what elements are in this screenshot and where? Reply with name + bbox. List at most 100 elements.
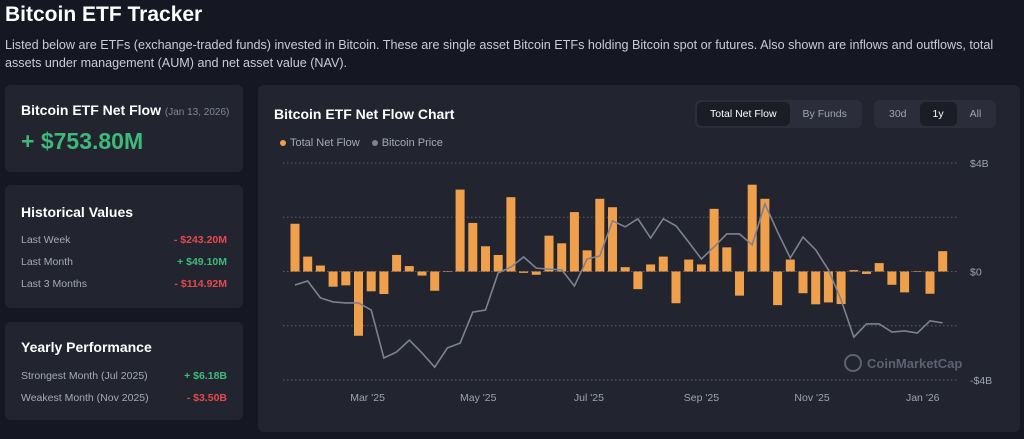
historical-row: Last 3 Months - $114.92M [21, 278, 227, 290]
x-tick-label: May '25 [460, 392, 497, 404]
flow-bar [798, 271, 808, 294]
flow-bar [620, 267, 630, 272]
flow-bar [303, 256, 313, 272]
flow-bar [582, 250, 592, 272]
flow-bar [392, 254, 402, 272]
flow-bar [519, 271, 529, 273]
historical-row: Last Month + $49.10M [21, 256, 227, 268]
flow-bar [900, 271, 910, 293]
legend-item-flow[interactable]: Total Net Flow [280, 137, 360, 149]
flow-bar [531, 271, 541, 275]
flow-bar [379, 271, 389, 295]
flow-bar [684, 259, 694, 272]
x-tick-label: Jul '25 [574, 392, 604, 404]
row-label: Weakest Month (Nov 2025) [21, 392, 149, 404]
x-tick-label: Sep '25 [684, 392, 719, 404]
net-flow-title: Bitcoin ETF Net Flow [21, 102, 161, 118]
x-tick-label: Jan '26 [906, 392, 940, 404]
x-tick-label: Mar '25 [350, 392, 385, 404]
row-label: Last 3 Months [21, 278, 87, 290]
range-toggle: 30d 1y All [874, 100, 997, 128]
row-label: Last Month [21, 256, 73, 268]
flow-bar [785, 259, 795, 272]
row-value: + $6.18B [184, 370, 227, 382]
flow-bar [836, 271, 846, 305]
row-value: + $49.10M [177, 256, 227, 268]
historical-title: Historical Values [21, 204, 134, 220]
legend-label: Bitcoin Price [381, 137, 443, 149]
x-tick-label: Nov '25 [794, 392, 829, 404]
flow-bar [747, 184, 757, 272]
flow-bar [455, 189, 465, 272]
flow-bar [468, 222, 478, 272]
flow-bar [315, 265, 325, 272]
flow-bar [366, 271, 376, 292]
flow-bar [341, 271, 351, 286]
flow-bar [569, 212, 579, 272]
flow-bar [735, 271, 744, 296]
tab-all[interactable]: All [969, 108, 982, 120]
page-description: Listed below are ETFs (exchange-traded f… [5, 38, 994, 70]
tab-total-net-flow[interactable]: Total Net Flow [697, 102, 790, 126]
flow-bar [442, 271, 452, 272]
flow-bar [290, 223, 300, 272]
flow-bar [595, 198, 605, 272]
historical-values-card: Historical Values Last Week - $243.20M La… [5, 185, 243, 308]
flow-bar [925, 271, 935, 294]
price-dot-icon [371, 140, 378, 147]
flow-bar [862, 271, 871, 274]
flow-bar [709, 208, 719, 272]
legend-label: Total Net Flow [290, 137, 360, 149]
tab-by-funds[interactable]: By Funds [802, 108, 847, 120]
row-value: - $243.20M [173, 234, 227, 246]
row-label: Last Week [21, 234, 71, 246]
flow-bar [646, 264, 656, 272]
flow-bar [874, 263, 884, 272]
flow-bar [823, 271, 833, 303]
flow-bar [417, 271, 427, 276]
flow-bar [658, 256, 668, 272]
watermark: CoinMarketCap [867, 356, 962, 371]
flow-bar [773, 271, 783, 306]
net-flow-date: (Jan 13, 2026) [164, 107, 230, 118]
chart-card: Bitcoin ETF Net Flow Chart Total Net Flo… [258, 85, 1020, 432]
row-value: - $114.92M [174, 278, 227, 290]
flow-bar [506, 197, 516, 272]
y-tick-label: -$4B [970, 375, 992, 387]
coinmarketcap-logo-icon [844, 354, 862, 372]
flow-bar [608, 207, 617, 272]
flow-bar [912, 271, 922, 272]
yearly-performance-card: Yearly Performance Strongest Month (Jul … [5, 322, 243, 420]
row-label: Strongest Month (Jul 2025) [21, 370, 148, 382]
flow-bar [938, 251, 948, 272]
flow-dot-icon [280, 140, 286, 147]
yearly-row: Weakest Month (Nov 2025) - $3.50B [21, 392, 227, 404]
flow-bar [760, 198, 770, 272]
flow-bar [671, 271, 681, 304]
flow-bar [328, 271, 338, 287]
tab-1y[interactable]: 1y [919, 102, 957, 126]
flow-bar [430, 271, 440, 291]
yearly-row: Strongest Month (Jul 2025) + $6.18B [21, 370, 227, 382]
y-tick-label: $0 [970, 267, 982, 279]
price-line [294, 201, 943, 369]
yearly-title: Yearly Performance [21, 339, 152, 355]
flow-bar [849, 270, 859, 272]
flow-bar [633, 271, 643, 290]
page-title: Bitcoin ETF Tracker [5, 3, 203, 26]
flow-bar [557, 243, 567, 272]
flow-bar [887, 271, 897, 285]
historical-row: Last Week - $243.20M [21, 234, 227, 246]
net-flow-card: Bitcoin ETF Net Flow (Jan 13, 2026) + $7… [5, 85, 243, 172]
row-value: - $3.50B [186, 392, 227, 404]
net-flow-value: + $753.80M [21, 128, 144, 154]
flow-bar [544, 235, 554, 272]
flow-bar [493, 254, 503, 272]
flow-bar [722, 247, 732, 272]
tab-30d[interactable]: 30d [889, 108, 907, 120]
flow-bar [481, 246, 490, 272]
flow-bar [404, 266, 414, 272]
legend-item-price[interactable]: Bitcoin Price [371, 137, 443, 149]
chart-legend: Total Net Flow Bitcoin Price [280, 137, 443, 149]
